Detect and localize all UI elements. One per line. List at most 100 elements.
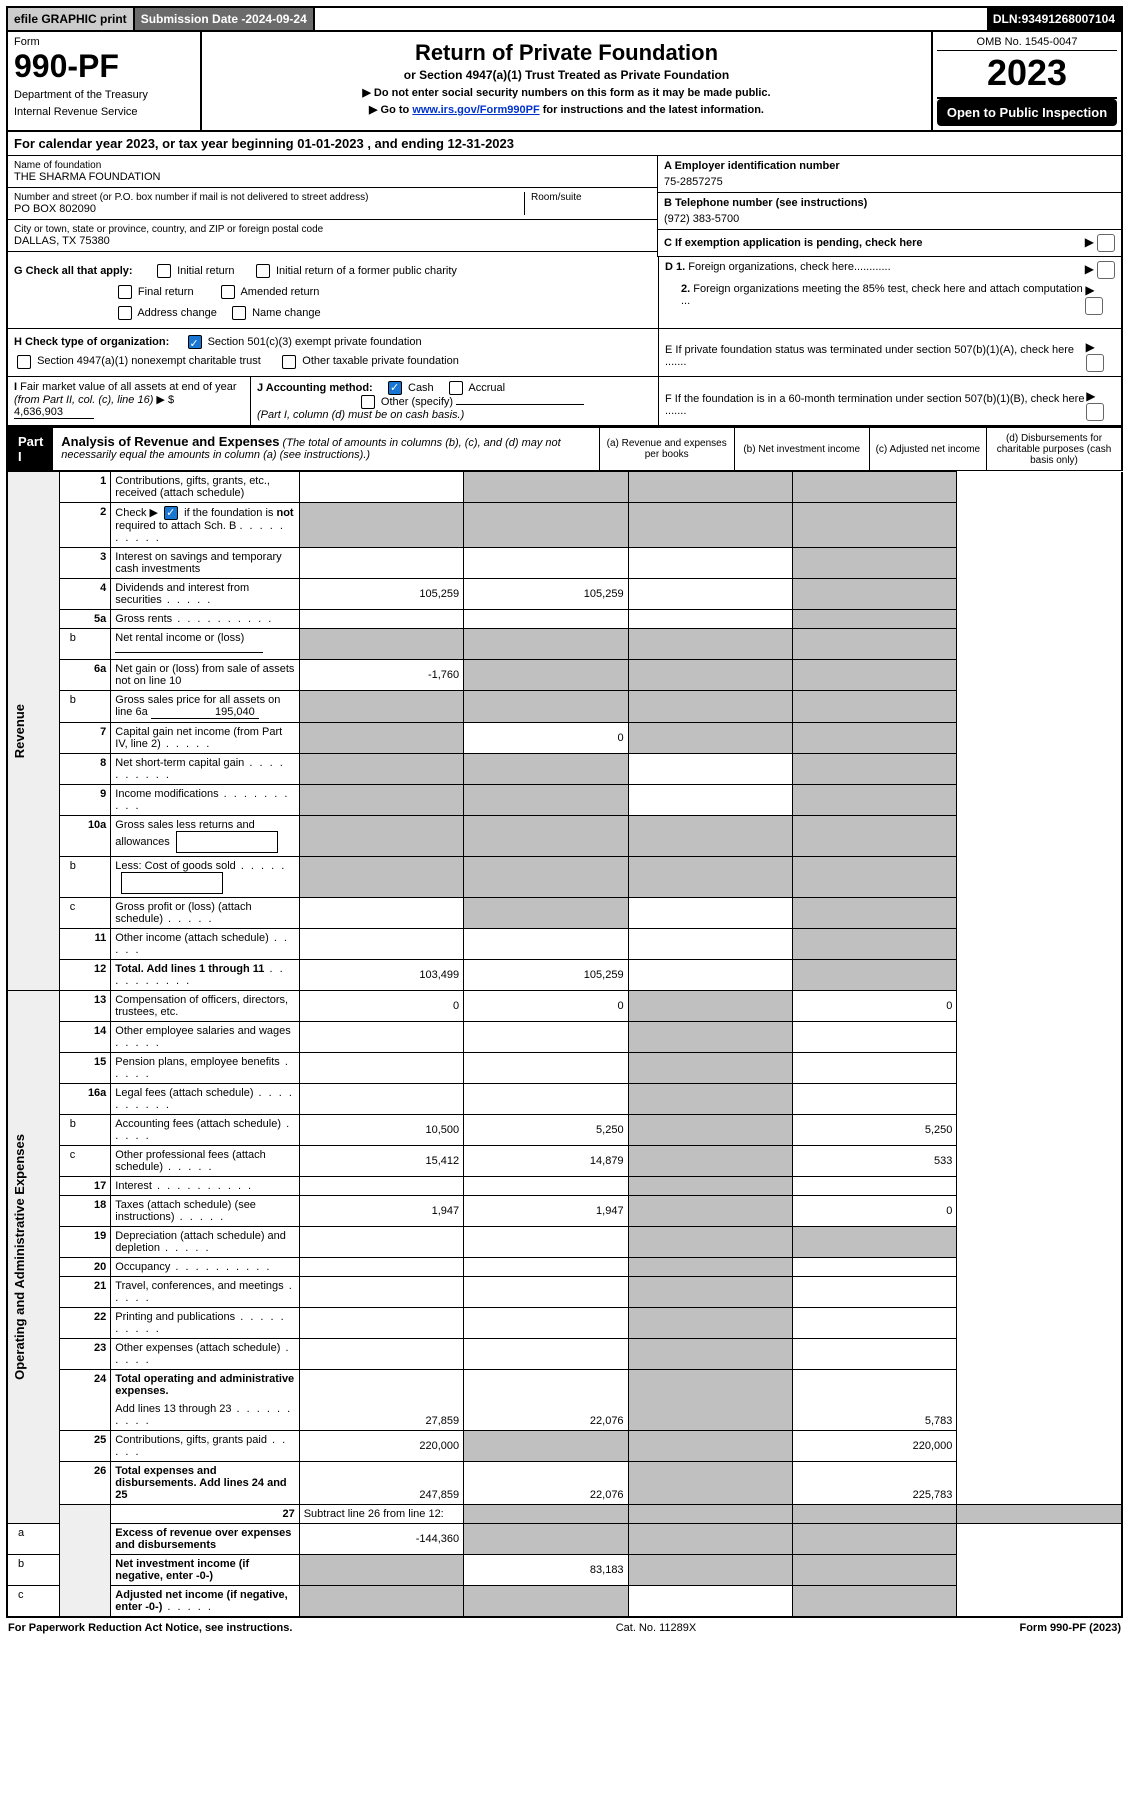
- exemption-checkbox[interactable]: [1097, 234, 1115, 252]
- line-no: 14: [59, 1022, 111, 1053]
- line-no: 25: [59, 1431, 111, 1462]
- line10a-desc: Gross sales less returns and allowances: [111, 816, 299, 857]
- accrual-checkbox[interactable]: [449, 381, 463, 395]
- line24-b: 22,076: [464, 1370, 628, 1431]
- line-no: a: [7, 1524, 59, 1555]
- phone-value: (972) 383-5700: [664, 209, 1115, 225]
- e-label: E If private foundation status was termi…: [665, 344, 1086, 368]
- arrow-icon: ▶: [1086, 340, 1095, 354]
- line27a-desc: Excess of revenue over expenses and disb…: [111, 1524, 299, 1555]
- part1-desc: Analysis of Revenue and Expenses (The to…: [53, 428, 598, 470]
- line-no: 1: [59, 472, 111, 503]
- section-ij-f: I Fair market value of all assets at end…: [6, 377, 1123, 427]
- initial-former-checkbox[interactable]: [256, 264, 270, 278]
- form990pf-link[interactable]: www.irs.gov/Form990PF: [412, 104, 539, 116]
- cash-label: Cash: [408, 382, 434, 394]
- instruction-goto: ▶ Go to www.irs.gov/Form990PF for instru…: [208, 103, 925, 116]
- arrow-icon: ▶: [1085, 262, 1094, 276]
- 501c3-checkbox[interactable]: [188, 335, 202, 349]
- line26-desc: Total expenses and disbursements. Add li…: [111, 1462, 299, 1505]
- cash-checkbox[interactable]: [388, 381, 402, 395]
- line-no: 15: [59, 1053, 111, 1084]
- address-change-label: Address change: [137, 307, 217, 319]
- amended-return-checkbox[interactable]: [221, 285, 235, 299]
- line4-desc: Dividends and interest from securities: [111, 579, 299, 610]
- line18-d: 0: [792, 1196, 956, 1227]
- address-value: PO BOX 802090: [14, 203, 518, 215]
- f-checkbox[interactable]: [1086, 403, 1104, 421]
- d1-checkbox[interactable]: [1097, 261, 1115, 279]
- exemption-pending-cell: C If exemption application is pending, c…: [658, 230, 1121, 257]
- j-note: (Part I, column (d) must be on cash basi…: [257, 409, 464, 421]
- line8-desc: Net short-term capital gain: [111, 754, 299, 785]
- open-to-public: Open to Public Inspection: [937, 99, 1117, 126]
- line17-desc: Interest: [111, 1177, 299, 1196]
- h-label: H Check type of organization:: [14, 336, 169, 348]
- line-no: 4: [59, 579, 111, 610]
- efile-graphic-print[interactable]: efile GRAPHIC print: [8, 8, 135, 30]
- line-no: b: [59, 1115, 111, 1146]
- other-taxable-label: Other taxable private foundation: [302, 355, 459, 367]
- submission-date-value: 2024-09-24: [245, 12, 306, 26]
- dln: DLN: 93491268007104: [987, 8, 1121, 30]
- amended-return-label: Amended return: [240, 286, 319, 298]
- part1-table: Revenue 1 Contributions, gifts, grants, …: [6, 471, 1123, 1618]
- line12-b: 105,259: [464, 960, 628, 991]
- line6b-desc: Gross sales price for all assets on line…: [111, 691, 299, 723]
- line-no: 10a: [59, 816, 111, 857]
- i-prefix: $: [168, 394, 174, 406]
- phone-cell: B Telephone number (see instructions) (9…: [658, 193, 1121, 230]
- 4947a1-checkbox[interactable]: [17, 355, 31, 369]
- d2-checkbox[interactable]: [1085, 297, 1103, 315]
- line-no: 21: [59, 1277, 111, 1308]
- line-no: 8: [59, 754, 111, 785]
- line24b-desc: Add lines 13 through 23: [111, 1400, 299, 1431]
- line-no: 27: [111, 1505, 299, 1524]
- form-subtitle: or Section 4947(a)(1) Trust Treated as P…: [208, 68, 925, 82]
- line10a-box: [176, 831, 278, 853]
- address-change-checkbox[interactable]: [118, 306, 132, 320]
- name-change-checkbox[interactable]: [232, 306, 246, 320]
- name-value: THE SHARMA FOUNDATION: [14, 171, 651, 183]
- line5b-inline: [115, 652, 263, 653]
- exemption-label: C If exemption application is pending, c…: [664, 237, 923, 249]
- line-no: 12: [59, 960, 111, 991]
- line-no: 3: [59, 548, 111, 579]
- form-number: 990-PF: [14, 48, 194, 85]
- line-no: 18: [59, 1196, 111, 1227]
- line-no: b: [59, 857, 111, 898]
- dept-treasury: Department of the Treasury: [14, 89, 194, 102]
- line-no: 19: [59, 1227, 111, 1258]
- pra-notice: For Paperwork Reduction Act Notice, see …: [8, 1622, 292, 1634]
- line24-desc: Total operating and administrative expen…: [111, 1370, 299, 1401]
- line-no: c: [7, 1586, 59, 1618]
- line-no: 17: [59, 1177, 111, 1196]
- arrow-icon: ▶: [1085, 235, 1094, 249]
- line-no: 24: [59, 1370, 111, 1431]
- final-return-checkbox[interactable]: [118, 285, 132, 299]
- e-checkbox[interactable]: [1086, 354, 1104, 372]
- col-d-header: (d) Disbursements for charitable purpose…: [986, 428, 1121, 470]
- schb-checkbox[interactable]: [164, 506, 178, 520]
- l2-check-label: Check ▶: [115, 507, 158, 519]
- line24-d: 5,783: [792, 1370, 956, 1431]
- e-row: E If private foundation status was termi…: [659, 329, 1121, 385]
- line-no: 11: [59, 929, 111, 960]
- line27b-desc: Net investment income (if negative, ente…: [111, 1555, 299, 1586]
- other-method-label: Other (specify): [381, 396, 453, 408]
- calendar-year-line: For calendar year 2023, or tax year begi…: [6, 132, 1123, 156]
- other-method-checkbox[interactable]: [361, 395, 375, 409]
- initial-return-label: Initial return: [177, 265, 234, 277]
- line-no: b: [59, 691, 111, 723]
- other-taxable-checkbox[interactable]: [282, 355, 296, 369]
- line6a-desc: Net gain or (loss) from sale of assets n…: [111, 660, 299, 691]
- initial-return-checkbox[interactable]: [157, 264, 171, 278]
- line5a-desc: Gross rents: [111, 610, 299, 629]
- instruction-ssn: ▶ Do not enter social security numbers o…: [208, 86, 925, 99]
- form-footer: Form 990-PF (2023): [1019, 1622, 1121, 1634]
- line-no: 23: [59, 1339, 111, 1370]
- form-header: Form 990-PF Department of the Treasury I…: [6, 32, 1123, 132]
- header-left: Form 990-PF Department of the Treasury I…: [8, 32, 202, 130]
- submission-date: Submission Date - 2024-09-24: [135, 8, 315, 30]
- i-row: I Fair market value of all assets at end…: [8, 377, 251, 425]
